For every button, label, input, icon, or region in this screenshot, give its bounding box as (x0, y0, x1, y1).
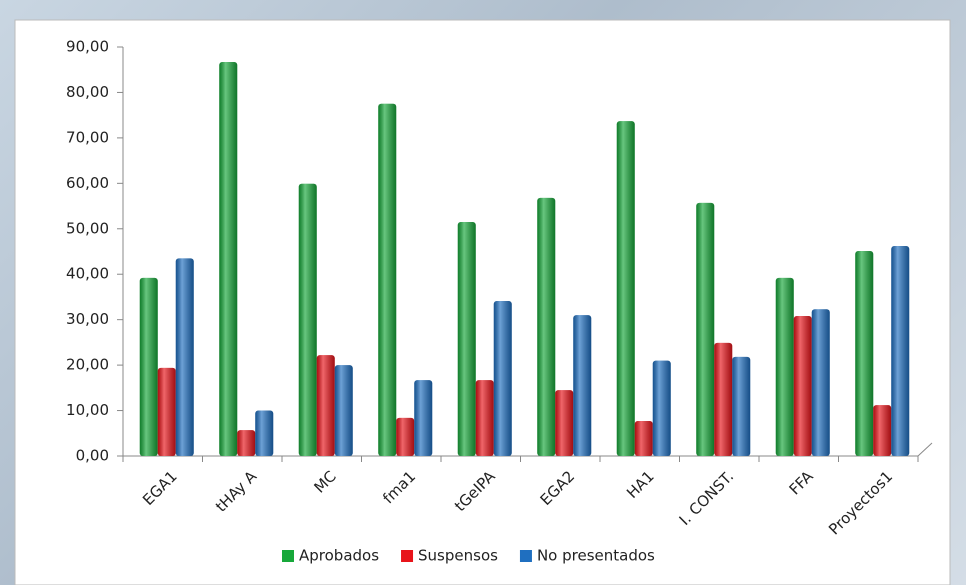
floor-edge (917, 442, 933, 457)
bar-shine (811, 309, 830, 456)
y-tick-label: 60,00 (66, 174, 109, 192)
bar-shine (396, 417, 415, 456)
legend-swatch (401, 550, 414, 562)
chart-panel (14, 19, 951, 585)
bar-shine (652, 360, 671, 456)
legend-label: No presentados (537, 547, 655, 565)
bar-shine (537, 197, 556, 456)
bar-shine (378, 103, 397, 457)
bar-shine (493, 301, 512, 456)
bar-shine (732, 356, 751, 456)
bar-shine (139, 277, 158, 456)
bar-shine (555, 390, 574, 456)
y-tick-label: 20,00 (66, 356, 109, 374)
bar-shine (775, 277, 794, 456)
legend-swatch (519, 550, 532, 562)
legend-swatch (282, 550, 294, 562)
bar-shine (573, 315, 592, 456)
y-tick-label: 70,00 (66, 128, 109, 146)
bar-shine (616, 121, 635, 456)
bar-shine (298, 183, 317, 456)
y-tick-label: 30,00 (66, 310, 109, 328)
legend-label: Suspensos (418, 547, 498, 565)
y-tick-label: 0,00 (76, 447, 109, 465)
bar-shine (696, 202, 715, 456)
bar-shine (316, 355, 335, 456)
bar-shine (175, 258, 194, 456)
bar-shine (219, 61, 238, 456)
bar-shine (891, 246, 910, 456)
bar-shine (634, 421, 653, 456)
bar-shine (334, 365, 353, 456)
bar-shine (855, 251, 874, 456)
bar-shine (414, 380, 433, 456)
bar-shine (475, 380, 494, 456)
bar-shine (873, 405, 892, 456)
legend-label: Aprobados (299, 547, 379, 565)
y-tick-label: 40,00 (66, 265, 109, 283)
bar-shine (237, 430, 256, 456)
bar-shine (714, 342, 733, 456)
bar-shine (457, 221, 476, 456)
y-tick-label: 10,00 (66, 401, 109, 419)
bar-shine (255, 410, 274, 456)
y-tick-label: 80,00 (66, 83, 109, 101)
bar-shine (793, 316, 812, 456)
y-tick-label: 90,00 (66, 38, 109, 56)
bar-shine (157, 367, 176, 456)
y-tick-label: 50,00 (66, 219, 109, 237)
